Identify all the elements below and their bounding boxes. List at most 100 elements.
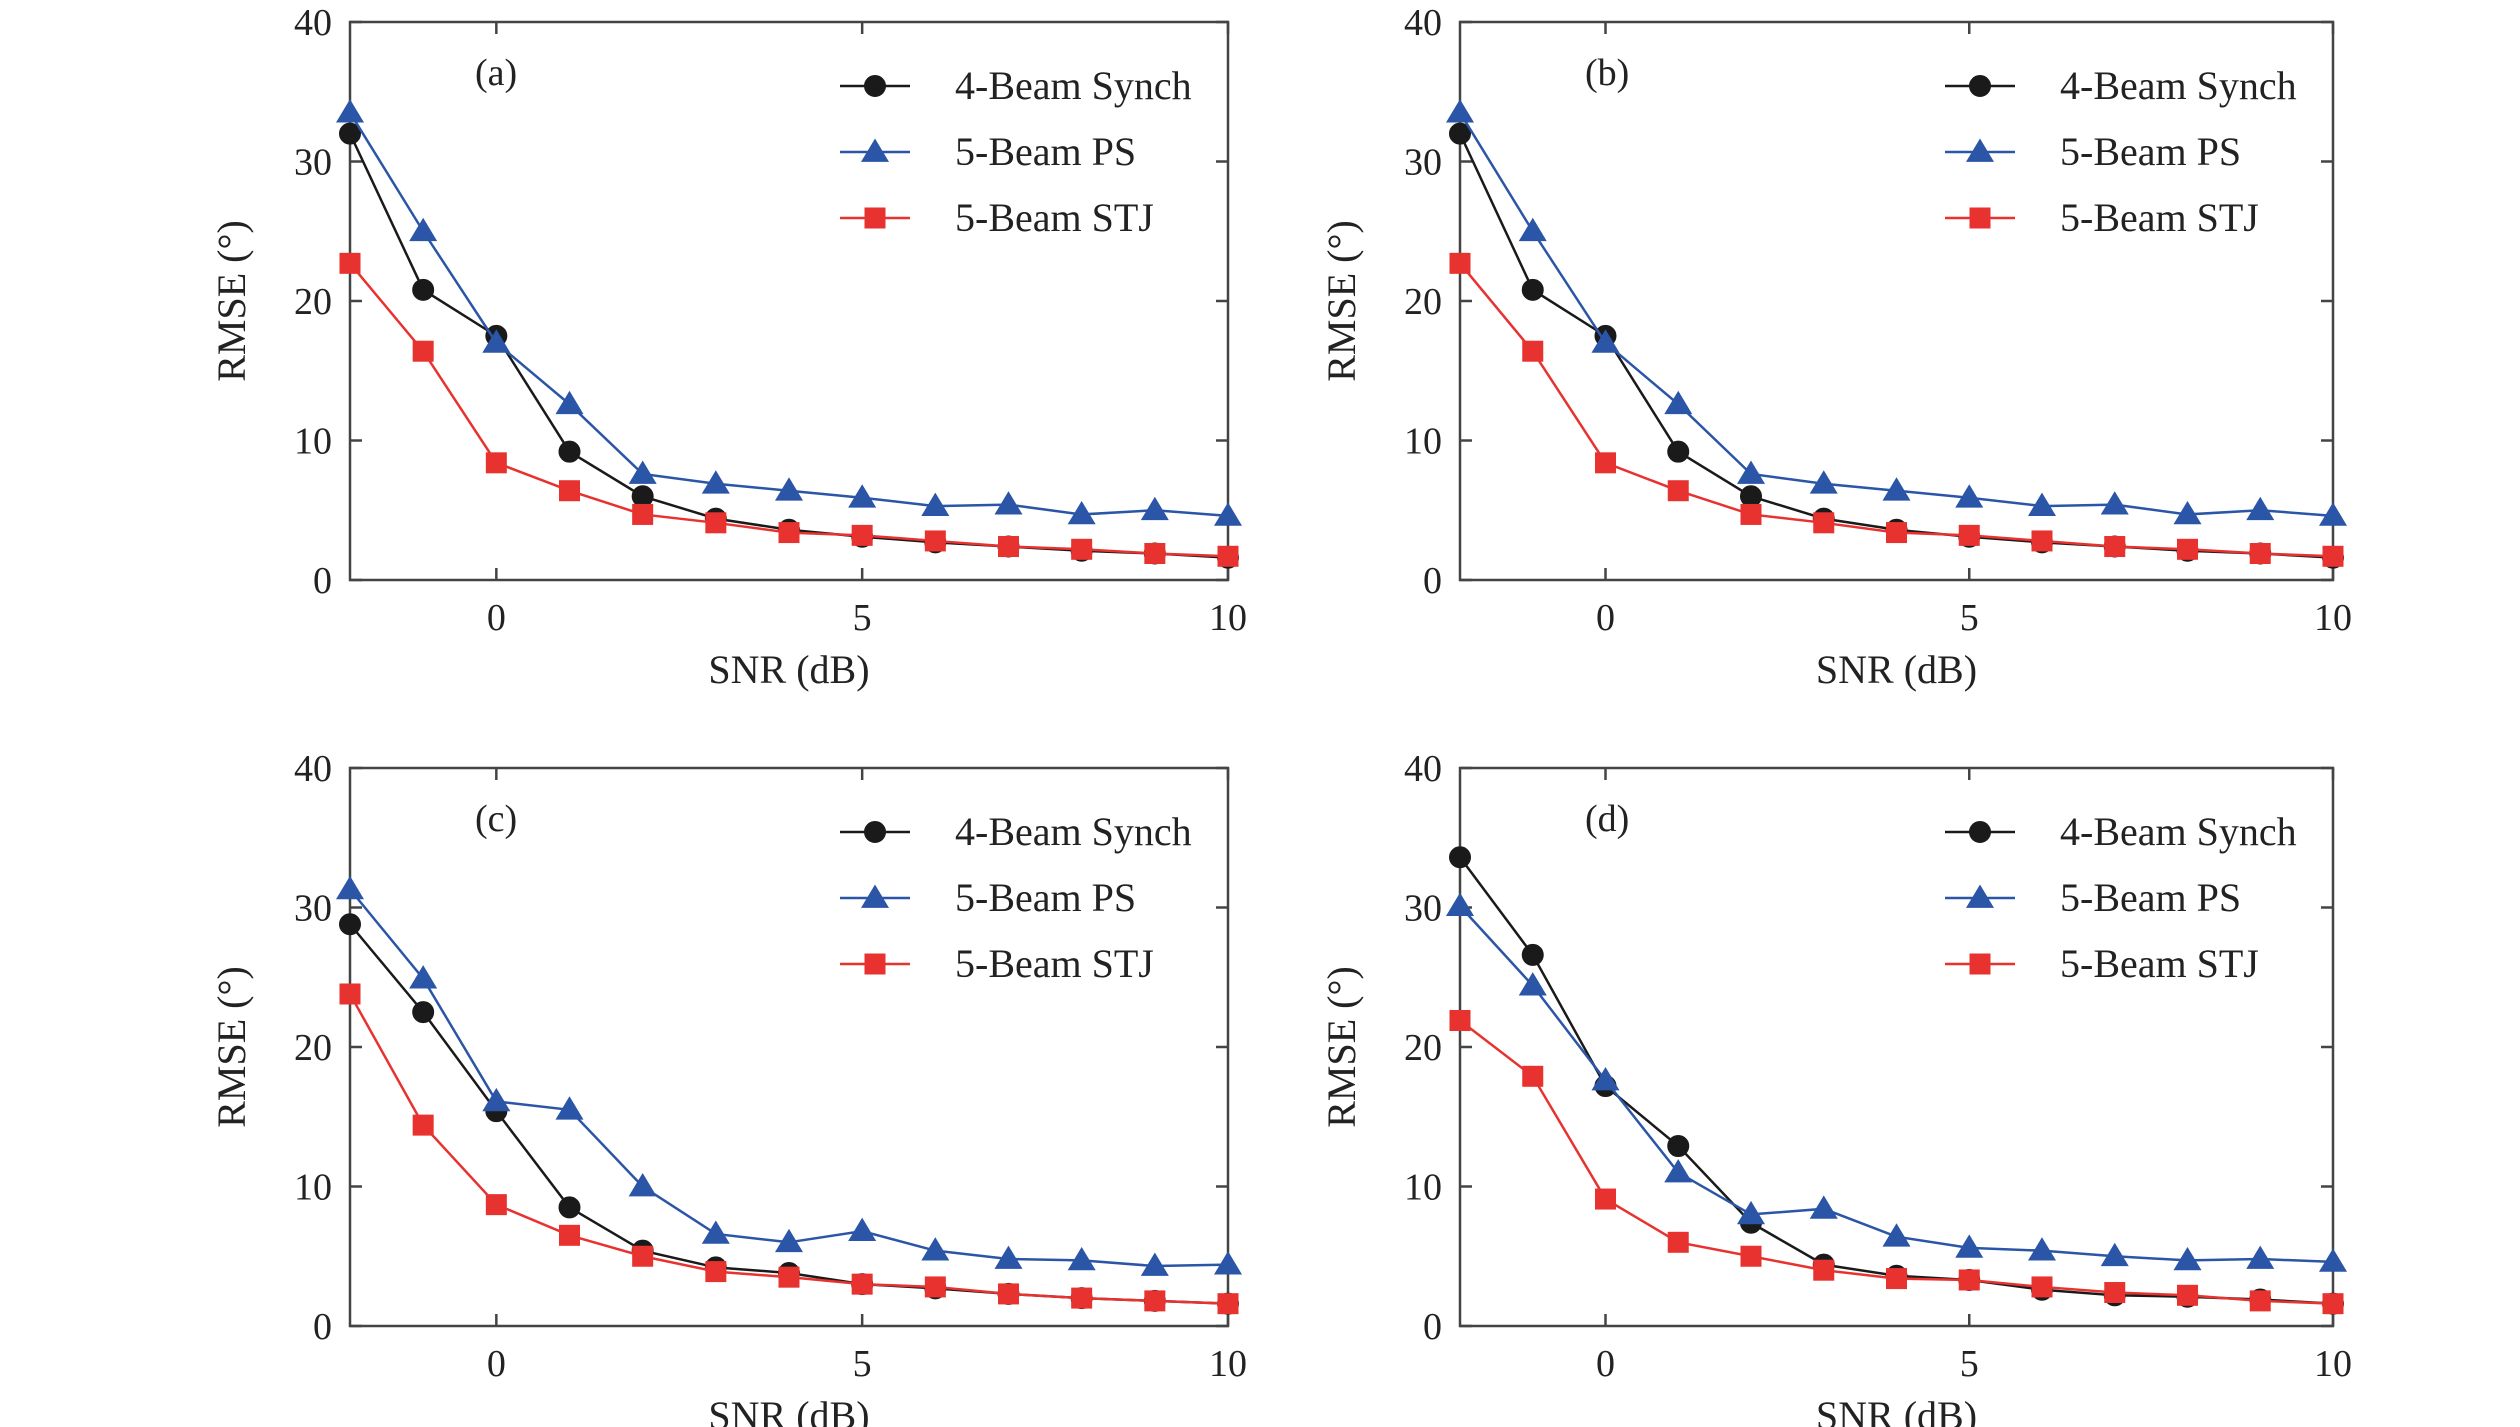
data-point-ps bbox=[2246, 1245, 2275, 1269]
data-point-stj bbox=[1958, 524, 1980, 546]
legend-marker-ps bbox=[860, 138, 890, 162]
data-point-synch bbox=[1521, 278, 1544, 301]
series-stj-b bbox=[1449, 252, 2344, 567]
data-point-synch bbox=[558, 440, 581, 463]
legend-label-stj: 5-Beam STJ bbox=[955, 941, 1154, 986]
data-point-synch bbox=[1667, 1135, 1690, 1158]
legend-marker-ps bbox=[1965, 138, 1995, 162]
y-axis-label: RMSE (°) bbox=[209, 966, 254, 1128]
data-point-ps bbox=[335, 99, 365, 123]
chart-panel-d: 0 5 10 0 10 20 30 40 SNR (dB) RMSE (°) (d) 4-Beam S… bbox=[1319, 748, 2352, 1427]
y-tick-label: 0 bbox=[1423, 1306, 1442, 1348]
data-point-stj bbox=[924, 1276, 946, 1298]
data-point-ps bbox=[1518, 972, 1547, 996]
data-point-synch bbox=[558, 1196, 581, 1219]
data-point-ps bbox=[1736, 1200, 1766, 1225]
data-point-stj bbox=[851, 1273, 873, 1295]
data-point-ps bbox=[1213, 1251, 1243, 1275]
data-point-ps bbox=[555, 390, 584, 415]
data-point-ps bbox=[1955, 1234, 1984, 1258]
data-point-stj bbox=[778, 522, 800, 544]
data-point-ps bbox=[1067, 500, 1096, 525]
series-synch-a bbox=[339, 122, 1239, 569]
data-point-ps bbox=[555, 1096, 584, 1120]
data-point-stj bbox=[1449, 252, 1471, 274]
data-point-stj bbox=[1740, 503, 1762, 525]
data-point-ps bbox=[2318, 1248, 2348, 1272]
x-tick-label: 0 bbox=[487, 597, 506, 639]
data-point-stj bbox=[632, 1245, 654, 1267]
data-point-ps bbox=[701, 470, 730, 494]
y-tick-label: 40 bbox=[294, 2, 332, 44]
panel-label-d: (d) bbox=[1585, 798, 1629, 840]
data-point-stj bbox=[1740, 1245, 1762, 1267]
data-point-stj bbox=[924, 530, 946, 552]
data-point-ps bbox=[1067, 1246, 1096, 1271]
x-tick-label: 0 bbox=[1596, 597, 1615, 639]
data-point-ps bbox=[628, 460, 657, 484]
data-point-stj bbox=[1144, 542, 1166, 564]
data-point-ps bbox=[2246, 496, 2275, 521]
data-point-ps bbox=[994, 1245, 1023, 1269]
data-point-stj bbox=[1886, 1268, 1907, 1290]
data-point-stj bbox=[705, 512, 727, 534]
data-point-ps bbox=[482, 329, 511, 353]
x-tick-label: 5 bbox=[1960, 597, 1979, 639]
x-tick-label: 5 bbox=[1960, 1343, 1979, 1385]
data-point-synch bbox=[339, 122, 361, 145]
y-tick-label: 30 bbox=[1404, 888, 1442, 930]
legend-marker-ps bbox=[860, 884, 890, 908]
y-tick-label: 30 bbox=[294, 888, 332, 930]
series-ps-a bbox=[335, 99, 1243, 526]
legend-a: 4-Beam Synch 5-Beam PS 5-Beam STJ bbox=[840, 63, 1192, 240]
data-point-stj bbox=[2322, 1293, 2344, 1315]
legend-marker-synch bbox=[864, 821, 886, 843]
x-tick-label: 10 bbox=[2314, 597, 2352, 639]
series-line-stj bbox=[1459, 262, 2334, 558]
legend-label-stj: 5-Beam STJ bbox=[2060, 941, 2259, 986]
data-point-ps bbox=[2100, 491, 2129, 515]
data-point-ps bbox=[1809, 470, 1838, 494]
legend-marker-stj bbox=[1969, 953, 1991, 975]
data-point-ps bbox=[1882, 1223, 1911, 1247]
y-tick-label: 0 bbox=[1423, 560, 1442, 602]
data-point-ps bbox=[628, 1173, 657, 1197]
legend-marker-stj bbox=[864, 953, 886, 975]
data-point-stj bbox=[1667, 1231, 1689, 1253]
series-line-stj bbox=[348, 993, 1229, 1305]
data-point-stj bbox=[2104, 1282, 2126, 1304]
x-tick-label: 10 bbox=[2314, 1343, 2352, 1385]
series-stj-d bbox=[1449, 1009, 2344, 1315]
data-point-ps bbox=[921, 1237, 950, 1261]
data-point-synch bbox=[1449, 122, 1471, 145]
x-tick-label: 0 bbox=[487, 1343, 506, 1385]
x-tick-label: 5 bbox=[853, 597, 872, 639]
data-point-stj bbox=[2104, 536, 2126, 558]
data-point-synch bbox=[1521, 943, 1544, 966]
x-axis-label: SNR (dB) bbox=[708, 647, 869, 692]
data-point-ps bbox=[409, 965, 438, 989]
data-point-ps bbox=[1664, 1159, 1693, 1183]
y-axis-label: RMSE (°) bbox=[1319, 966, 1364, 1128]
legend-label-ps: 5-Beam PS bbox=[955, 129, 1136, 174]
data-point-synch bbox=[631, 485, 654, 508]
data-point-stj bbox=[632, 503, 654, 525]
data-point-stj bbox=[2031, 530, 2053, 552]
legend-marker-stj bbox=[1969, 207, 1991, 229]
data-point-stj bbox=[2249, 542, 2271, 564]
series-ps-c bbox=[335, 875, 1243, 1276]
data-point-ps bbox=[335, 875, 365, 900]
legend-label-synch: 4-Beam Synch bbox=[955, 63, 1192, 108]
data-point-ps bbox=[774, 477, 804, 501]
data-point-stj bbox=[1071, 538, 1093, 560]
data-point-stj bbox=[1217, 545, 1239, 567]
series-synch-b bbox=[1449, 122, 2344, 569]
y-tick-label: 40 bbox=[1404, 2, 1442, 44]
data-point-ps bbox=[774, 1228, 804, 1253]
legend-d: 4-Beam Synch 5-Beam PS 5-Beam STJ bbox=[1945, 809, 2297, 986]
y-axis-label: RMSE (°) bbox=[1319, 220, 1364, 382]
data-point-stj bbox=[778, 1266, 800, 1288]
data-point-synch bbox=[1740, 485, 1762, 508]
x-tick-label: 10 bbox=[1209, 597, 1247, 639]
